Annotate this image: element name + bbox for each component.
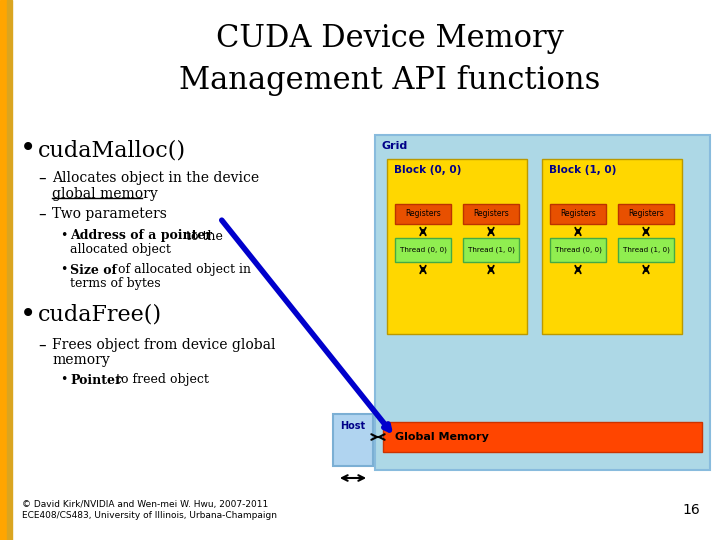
- Text: Frees object from device global: Frees object from device global: [52, 338, 276, 352]
- Text: Thread (1, 0): Thread (1, 0): [467, 247, 514, 253]
- Text: to the: to the: [182, 230, 223, 242]
- Text: •: •: [20, 301, 36, 328]
- Bar: [542, 159, 682, 334]
- Text: Registers: Registers: [473, 210, 509, 219]
- Text: Registers: Registers: [628, 210, 664, 219]
- Bar: [7, 0, 12, 540]
- Text: Address of a pointer: Address of a pointer: [70, 230, 212, 242]
- Bar: [618, 204, 674, 224]
- Text: •: •: [20, 137, 36, 164]
- Bar: [387, 159, 527, 334]
- Bar: [550, 204, 606, 224]
- Text: CUDA Device Memory: CUDA Device Memory: [216, 23, 564, 53]
- Bar: [618, 238, 674, 262]
- Text: •: •: [60, 230, 68, 242]
- Text: Management API functions: Management API functions: [179, 64, 600, 96]
- Bar: [550, 238, 606, 262]
- Text: Registers: Registers: [560, 210, 596, 219]
- Text: Thread (0, 0): Thread (0, 0): [554, 247, 601, 253]
- Bar: [463, 238, 519, 262]
- Text: 16: 16: [683, 503, 700, 517]
- Text: Thread (0, 0): Thread (0, 0): [400, 247, 446, 253]
- Text: –: –: [38, 206, 45, 221]
- Text: Block (1, 0): Block (1, 0): [549, 165, 616, 175]
- Text: Two parameters: Two parameters: [52, 207, 167, 221]
- Bar: [333, 414, 373, 466]
- Text: Thread (1, 0): Thread (1, 0): [623, 247, 670, 253]
- Text: cudaMalloc(): cudaMalloc(): [38, 139, 186, 161]
- Text: Size of: Size of: [70, 264, 117, 276]
- Text: •: •: [60, 264, 68, 276]
- Text: of allocated object in: of allocated object in: [114, 264, 251, 276]
- Text: Global Memory: Global Memory: [395, 432, 489, 442]
- Text: Allocates object in the device: Allocates object in the device: [52, 171, 259, 185]
- Text: allocated object: allocated object: [70, 244, 171, 256]
- Bar: [0, 0, 7, 540]
- Text: global memory: global memory: [52, 187, 158, 201]
- Text: memory: memory: [52, 353, 109, 367]
- Text: © David Kirk/NVIDIA and Wen-mei W. Hwu, 2007-2011
ECE408/CS483, University of Il: © David Kirk/NVIDIA and Wen-mei W. Hwu, …: [22, 500, 277, 519]
- Text: terms of bytes: terms of bytes: [70, 278, 161, 291]
- Text: Pointer: Pointer: [70, 374, 122, 387]
- Bar: [395, 204, 451, 224]
- Bar: [463, 204, 519, 224]
- Text: cudaFree(): cudaFree(): [38, 304, 162, 326]
- Bar: [395, 238, 451, 262]
- Text: –: –: [38, 338, 45, 353]
- Text: Registers: Registers: [405, 210, 441, 219]
- Text: Block (0, 0): Block (0, 0): [394, 165, 462, 175]
- Text: Grid: Grid: [382, 141, 408, 151]
- Text: –: –: [38, 171, 45, 186]
- Text: Host: Host: [341, 421, 366, 431]
- Bar: [383, 422, 702, 452]
- Bar: [375, 135, 710, 470]
- Text: to freed object: to freed object: [112, 374, 209, 387]
- Text: •: •: [60, 374, 68, 387]
